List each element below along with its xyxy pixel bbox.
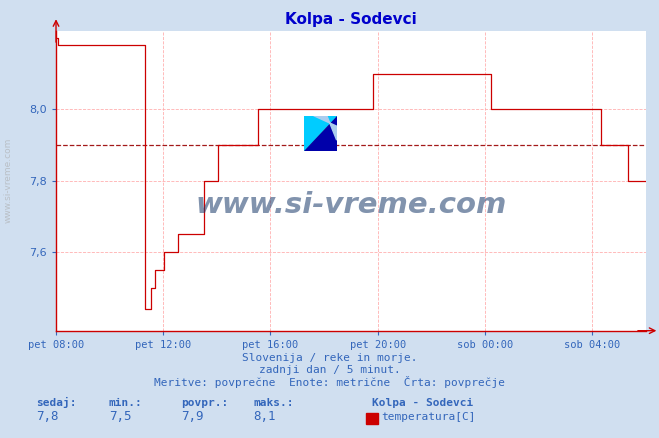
Text: sedaj:: sedaj: [36, 397, 76, 409]
Polygon shape [304, 116, 337, 151]
Text: 7,9: 7,9 [181, 410, 204, 424]
Text: www.si-vreme.com: www.si-vreme.com [195, 191, 507, 219]
Text: Meritve: povprečne  Enote: metrične  Črta: povprečje: Meritve: povprečne Enote: metrične Črta:… [154, 376, 505, 389]
Polygon shape [304, 116, 337, 151]
Text: povpr.:: povpr.: [181, 399, 229, 409]
Text: 8,1: 8,1 [254, 410, 276, 424]
Text: temperatura[C]: temperatura[C] [381, 413, 475, 423]
Text: Slovenija / reke in morje.: Slovenija / reke in morje. [242, 353, 417, 364]
Text: www.si-vreme.com: www.si-vreme.com [3, 138, 13, 223]
Text: 7,8: 7,8 [36, 410, 59, 424]
Polygon shape [314, 116, 337, 140]
Text: 7,5: 7,5 [109, 410, 131, 424]
Text: zadnji dan / 5 minut.: zadnji dan / 5 minut. [258, 365, 401, 375]
Text: Kolpa - Sodevci: Kolpa - Sodevci [372, 399, 474, 409]
Text: maks.:: maks.: [254, 399, 294, 409]
Title: Kolpa - Sodevci: Kolpa - Sodevci [285, 12, 416, 27]
Text: min.:: min.: [109, 399, 142, 409]
